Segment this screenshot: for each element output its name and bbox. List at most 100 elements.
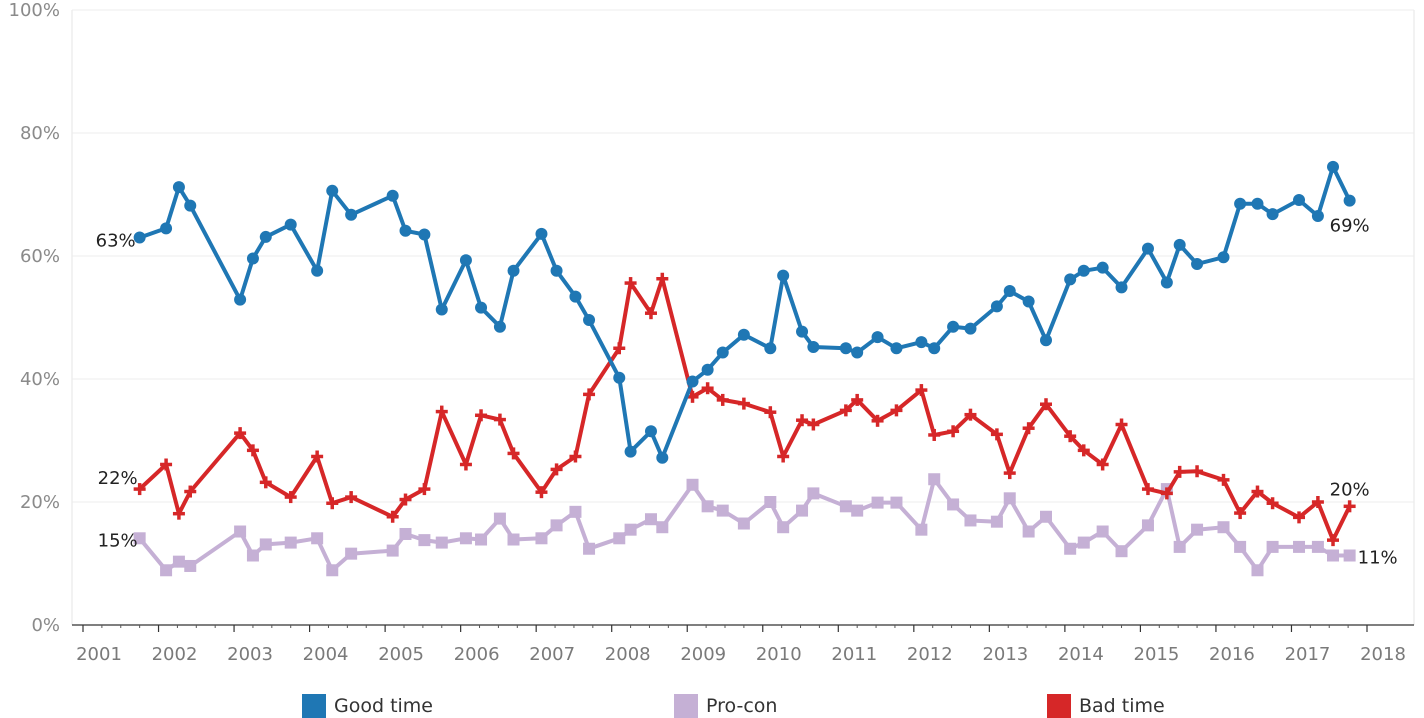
data-point[interactable] [613,342,626,355]
data-point[interactable] [311,532,324,545]
data-point[interactable] [871,331,884,344]
data-point[interactable] [1003,492,1016,505]
data-point[interactable] [990,515,1003,528]
data-point[interactable] [550,264,563,277]
data-point[interactable] [716,504,729,517]
data-point[interactable] [796,414,809,427]
data-point[interactable] [133,231,146,244]
data-point[interactable] [1173,238,1186,251]
data-point[interactable] [1115,418,1128,431]
data-point[interactable] [1096,458,1109,471]
data-point[interactable] [345,208,358,221]
data-point[interactable] [1343,500,1356,513]
data-point[interactable] [535,486,548,499]
data-point[interactable] [915,336,928,349]
data-point[interactable] [890,342,903,355]
data-point[interactable] [947,320,960,333]
data-point[interactable] [624,277,637,290]
data-point[interactable] [1266,497,1279,510]
data-point[interactable] [1217,521,1230,534]
data-point[interactable] [399,493,412,506]
data-point[interactable] [701,382,714,395]
data-point[interactable] [990,300,1003,313]
data-point[interactable] [1234,507,1247,520]
data-point[interactable] [915,384,928,397]
data-point[interactable] [172,555,185,568]
data-point[interactable] [890,404,903,417]
data-point[interactable] [133,532,146,545]
data-point[interactable] [418,534,431,547]
data-point[interactable] [418,483,431,496]
data-point[interactable] [507,533,520,546]
data-point[interactable] [1327,549,1340,562]
data-point[interactable] [624,445,637,458]
data-point[interactable] [839,404,852,417]
data-point[interactable] [1191,523,1204,536]
data-point[interactable] [1141,242,1154,255]
data-point[interactable] [928,473,941,486]
data-point[interactable] [990,428,1003,441]
data-point[interactable] [1343,549,1356,562]
data-point[interactable] [172,181,185,194]
data-point[interactable] [345,547,358,560]
data-point[interactable] [160,564,173,577]
data-point[interactable] [1022,295,1035,308]
legend-item-bad-time[interactable]: Bad time [1047,694,1165,718]
data-point[interactable] [583,542,596,555]
data-point[interactable] [1343,194,1356,207]
data-point[interactable] [839,342,852,355]
data-point[interactable] [871,496,884,509]
data-point[interactable] [1327,160,1340,173]
data-point[interactable] [764,496,777,508]
data-point[interactable] [777,521,790,534]
data-point[interactable] [1293,540,1306,553]
data-point[interactable] [807,341,820,354]
data-point[interactable] [399,527,412,540]
data-point[interactable] [737,328,750,341]
data-point[interactable] [1022,525,1035,538]
data-point[interactable] [716,393,729,406]
data-point[interactable] [1173,540,1186,553]
data-point[interactable] [259,476,272,489]
data-point[interactable] [1251,564,1264,577]
data-point[interactable] [1251,197,1264,210]
data-point[interactable] [160,458,173,471]
data-point[interactable] [459,254,472,267]
data-point[interactable] [1040,334,1052,347]
data-point[interactable] [507,447,520,460]
data-point[interactable] [345,491,358,504]
data-point[interactable] [1293,194,1306,207]
data-point[interactable] [550,519,563,532]
data-point[interactable] [1191,257,1204,270]
data-point[interactable] [184,485,197,498]
data-point[interactable] [928,342,941,355]
data-point[interactable] [550,463,563,476]
data-point[interactable] [1191,465,1204,478]
data-point[interactable] [1217,473,1230,486]
data-point[interactable] [871,414,884,427]
data-point[interactable] [160,222,173,235]
data-point[interactable] [435,303,448,316]
data-point[interactable] [1311,540,1324,553]
data-point[interactable] [777,450,790,463]
data-point[interactable] [1022,422,1035,435]
data-point[interactable] [493,512,506,525]
data-point[interactable] [656,521,669,534]
data-point[interactable] [246,444,259,457]
data-point[interactable] [1077,444,1090,457]
data-point[interactable] [386,510,399,523]
data-point[interactable] [1266,540,1279,553]
data-point[interactable] [583,313,596,326]
data-point[interactable] [535,227,548,240]
data-point[interactable] [284,536,297,549]
data-point[interactable] [1040,510,1052,523]
data-point[interactable] [133,483,146,496]
data-point[interactable] [326,184,339,197]
data-point[interactable] [701,500,714,513]
legend-item-good-time[interactable]: Good time [302,694,433,718]
data-point[interactable] [928,428,941,441]
data-point[interactable] [644,425,657,438]
data-point[interactable] [964,408,977,421]
data-point[interactable] [326,564,339,577]
data-point[interactable] [701,363,714,376]
